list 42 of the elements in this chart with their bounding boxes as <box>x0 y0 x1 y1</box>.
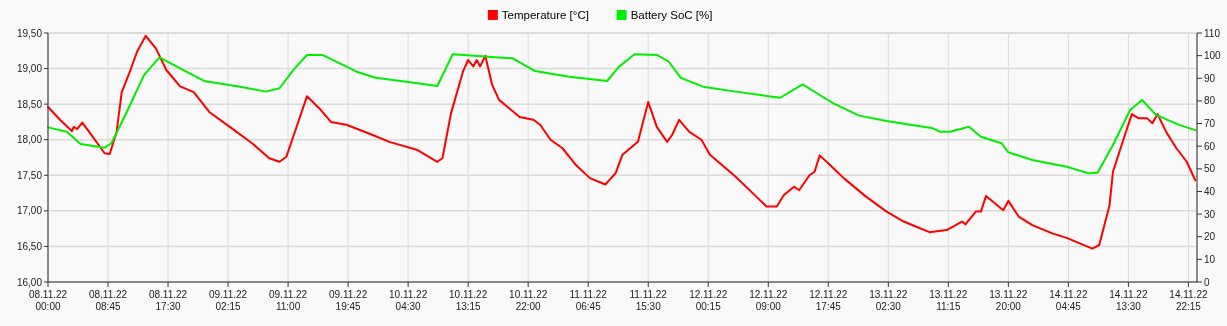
x-tick-label: 10.11.22 13:15 <box>449 289 488 312</box>
x-tick-label: 09.11.22 02:15 <box>208 289 248 312</box>
y-tick-label: 18,00 <box>16 134 43 146</box>
y2-tick-label: 20 <box>1204 231 1216 243</box>
x-tick-label: 14.11.22 13:30 <box>1109 289 1148 312</box>
y-tick-label: 17,50 <box>16 169 43 181</box>
y-tick-label: 16,50 <box>16 240 43 252</box>
x-tick-label: 11.11.22 15:30 <box>629 289 668 312</box>
y2-tick-label: 30 <box>1204 208 1216 220</box>
y2-tick-label: 80 <box>1204 95 1216 107</box>
y2-tick-label: 110 <box>1204 27 1221 39</box>
y-tick-label: 17,00 <box>16 205 43 217</box>
y-tick-label: 18,50 <box>16 98 43 110</box>
y2-tick-label: 40 <box>1204 185 1216 197</box>
legend-label: Battery SoC [%] <box>630 9 713 21</box>
x-tick-label: 13.11.22 02:30 <box>869 289 908 312</box>
y2-tick-label: 60 <box>1204 140 1216 152</box>
x-tick-label: 12.11.22 00:15 <box>689 289 728 312</box>
x-tick-label: 10.11.22 22:00 <box>509 289 548 312</box>
x-tick-label: 14.11.22 22:15 <box>1169 289 1208 312</box>
x-tick-label: 09.11.22 19:45 <box>329 289 368 312</box>
x-tick-label: 13.11.22 20:00 <box>989 289 1028 312</box>
y2-tick-label: 50 <box>1204 163 1216 175</box>
y2-tick-label: 90 <box>1204 72 1216 84</box>
x-tick-label: 10.11.22 04:30 <box>389 289 428 312</box>
x-tick-label: 14.11.22 04:45 <box>1049 289 1088 312</box>
x-tick-label: 08.11.22 08:45 <box>88 289 128 312</box>
y2-tick-label: 100 <box>1204 50 1222 62</box>
y-tick-label: 19,50 <box>16 27 43 39</box>
y2-tick-label: 70 <box>1204 118 1216 130</box>
y2-tick-label: 10 <box>1204 253 1216 265</box>
x-tick-label: 08.11.22 00:00 <box>28 289 68 312</box>
x-tick-label: 13.11.22 11:15 <box>929 289 968 312</box>
y-tick-label: 16,00 <box>16 276 43 288</box>
legend-label: Temperature [°C] <box>501 9 589 21</box>
x-tick-label: 11.11.22 06:45 <box>569 289 608 312</box>
x-tick-label: 09.11.22 11:00 <box>269 289 308 312</box>
y-tick-label: 19,00 <box>16 63 43 75</box>
y2-tick-label: 0 <box>1204 276 1210 288</box>
x-tick-label: 12.11.22 17:45 <box>809 289 848 312</box>
x-tick-label: 12.11.22 09:00 <box>749 289 788 312</box>
x-tick-label: 08.11.22 17:30 <box>148 289 188 312</box>
